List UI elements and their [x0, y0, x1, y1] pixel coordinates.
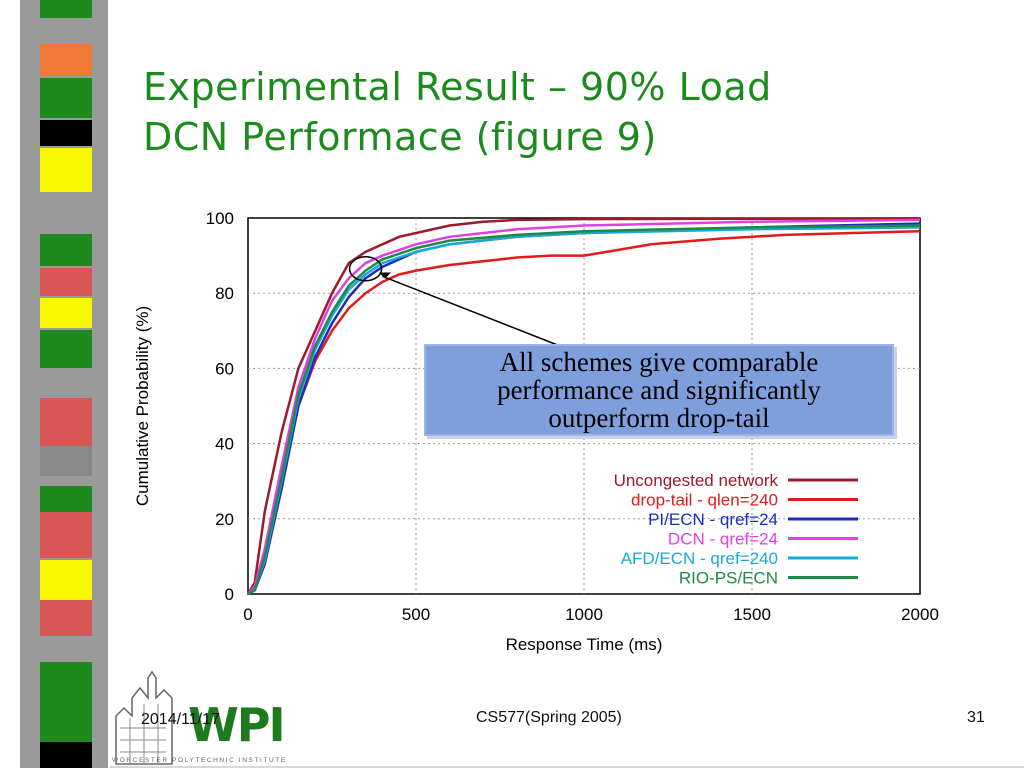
stripe-block — [40, 78, 92, 118]
wpi-logo-subtitle: WORCESTER POLYTECHNIC INSTITUTE — [112, 757, 287, 764]
stripe-block — [40, 120, 92, 146]
y-tick-label: 0 — [225, 585, 234, 604]
callout-box: All schemes give comparable performance … — [424, 344, 894, 436]
legend-label: RIO-PS/ECN — [679, 569, 778, 588]
title-line-1: Experimental Result – 90% Load — [143, 65, 772, 109]
x-tick-label: 1000 — [565, 605, 603, 624]
y-axis-label: Cumulative Probability (%) — [133, 306, 152, 506]
stripe-block — [40, 446, 92, 476]
y-tick-label: 60 — [215, 359, 234, 378]
annotation-circle — [348, 256, 383, 282]
legend-label: PI/ECN - qref=24 — [648, 510, 778, 529]
y-tick-label: 100 — [206, 209, 234, 228]
wpi-logo-text: WPI — [188, 702, 286, 748]
stripe-block — [40, 600, 92, 636]
stripe-block — [40, 330, 92, 368]
stripe-block — [40, 560, 92, 600]
footer-page-number: 31 — [967, 709, 985, 726]
stripe-block — [40, 398, 92, 446]
stripe-block — [40, 742, 92, 768]
series-line — [247, 218, 921, 595]
annotation-arrowhead — [379, 272, 392, 279]
y-tick-label: 20 — [215, 510, 234, 529]
stripe-block — [40, 662, 92, 742]
callout-line-2: performance and significantly — [497, 375, 821, 405]
annotation-arrow — [382, 275, 561, 347]
stripe-block — [40, 44, 92, 76]
x-tick-label: 1500 — [733, 605, 771, 624]
legend-label: AFD/ECN - qref=240 — [621, 549, 778, 568]
wpi-logo-letters: WPI — [188, 698, 286, 752]
footer-divider — [110, 766, 1024, 768]
stripe-block — [40, 148, 92, 192]
stripe-block — [40, 0, 92, 18]
series-line — [246, 217, 921, 595]
y-tick-label: 80 — [215, 284, 234, 303]
footer-course: CS577(Spring 2005) — [476, 709, 622, 726]
x-tick-label: 2000 — [901, 605, 939, 624]
wpi-building-logo — [115, 670, 173, 765]
x-tick-label: 0 — [243, 605, 252, 624]
callout-line-1: All schemes give comparable — [499, 347, 819, 377]
stripe-block — [40, 512, 92, 558]
series-line — [247, 224, 921, 596]
stripe-block — [40, 486, 92, 512]
title-line-2: DCN Performace (figure 9) — [143, 115, 657, 159]
x-axis-label: Response Time (ms) — [506, 635, 663, 654]
y-tick-label: 40 — [215, 435, 234, 454]
stripe-block — [40, 268, 92, 296]
footer-date: 2014/11/17 — [141, 711, 220, 728]
legend-label: drop-tail - qlen=240 — [631, 491, 778, 510]
callout-line-3: outperform drop-tail — [548, 403, 770, 433]
x-tick-label: 500 — [402, 605, 430, 624]
legend-label: DCN - qref=24 — [668, 530, 778, 549]
legend-label: Uncongested network — [614, 471, 779, 490]
stripe-block — [40, 298, 92, 328]
slide-title: Experimental Result – 90% Load DCN Perfo… — [143, 62, 1003, 162]
stripe-block — [40, 234, 92, 266]
